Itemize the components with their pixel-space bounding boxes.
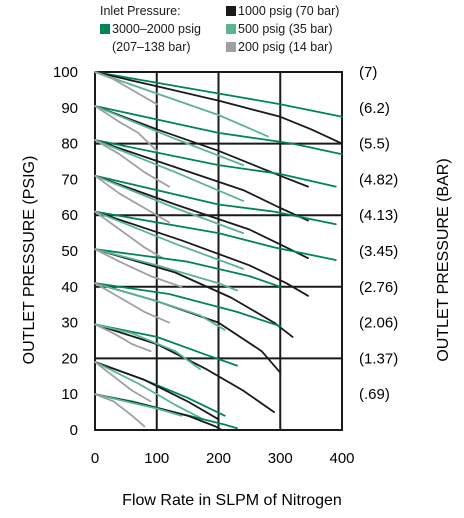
y-tick-label: 0: [70, 422, 78, 439]
x-tick-label: 0: [91, 450, 99, 467]
legend-entry-3000: 3000–2000 psig: [100, 22, 201, 37]
y-tick-label: 70: [61, 171, 78, 188]
series-line-60-16: [94, 210, 337, 261]
y-tick-label: 40: [61, 279, 78, 296]
y-tick-label: 30: [61, 315, 78, 332]
plot-frame: [94, 71, 343, 431]
series-line-30-31: [94, 323, 152, 353]
y2-tick-label: (2.06): [359, 315, 398, 332]
series-line-50-20: [94, 248, 282, 288]
series-line-100-2: [94, 71, 269, 138]
x-axis-title: Flow Rate in SLPM of Nitrogen: [122, 492, 342, 509]
y-tick-label: 80: [61, 136, 78, 153]
legend-title: Inlet Pressure:: [100, 4, 181, 18]
series-line-90-5: [94, 105, 309, 188]
y2-tick-label: (1.37): [359, 350, 398, 367]
series-line-30-28: [94, 323, 238, 367]
series-line-100-0: [94, 71, 343, 118]
series-line-40-26: [94, 282, 226, 331]
series-line-10-39: [94, 393, 146, 428]
series-line-40-27: [94, 282, 170, 324]
y2-tick-label: (2.76): [359, 279, 398, 296]
series-line-10-38: [94, 393, 183, 417]
legend-entry-1000: 1000 psig (70 bar): [226, 4, 339, 19]
x-tick-label: 300: [268, 450, 293, 467]
series-line-80-9: [94, 139, 309, 222]
series-line-50-21: [94, 248, 294, 338]
y2-tick-label: (7): [359, 64, 377, 81]
series-line-30-30: [94, 323, 201, 370]
series-line-90-4: [94, 105, 343, 156]
series-line-20-35: [94, 361, 152, 403]
y2-tick-label: (6.2): [359, 100, 390, 117]
legend-label-200: 200 psig (14 bar): [238, 40, 333, 54]
series-line-60-17: [94, 210, 309, 297]
series-line-90-7: [94, 105, 158, 152]
y2-tick-label: (3.45): [359, 243, 398, 260]
series-line-50-22: [94, 248, 238, 292]
legend-entry-500: 500 psig (35 bar): [226, 22, 333, 37]
y2-tick-label: (4.13): [359, 207, 398, 224]
series-line-90-6: [94, 105, 245, 166]
series-line-40-24: [94, 282, 282, 328]
series-line-60-19: [94, 210, 164, 260]
series-line-50-23: [94, 248, 183, 288]
y-axis-title: OUTLET PRESSURE (PSIG): [21, 156, 38, 365]
legend-swatch-500: [226, 24, 236, 34]
series-line-100-3: [94, 71, 158, 106]
series-group: [94, 71, 343, 431]
y-tick-label: 20: [61, 350, 78, 367]
legend-sublabel-3000: (207–138 bar): [112, 40, 191, 54]
series-line-30-29: [94, 323, 275, 413]
series-line-80-8: [94, 139, 337, 188]
legend-label-1000: 1000 psig (70 bar): [238, 4, 340, 18]
series-line-80-10: [94, 139, 245, 202]
legend-swatch-1000: [226, 6, 236, 16]
series-line-20-34: [94, 361, 204, 421]
series-line-20-33: [94, 361, 220, 421]
legend-entry-200: 200 psig (14 bar): [226, 40, 333, 55]
legend-label-3000: 3000–2000 psig: [112, 22, 201, 36]
series-line-70-15: [94, 174, 170, 224]
series-line-70-14: [94, 174, 245, 234]
y2-axis-title: OUTLET PRESSURE (BAR): [435, 158, 452, 361]
series-line-70-12: [94, 174, 337, 226]
y-tick-label: 60: [61, 207, 78, 224]
y-tick-label: 50: [61, 243, 78, 260]
legend-swatch-200: [226, 42, 236, 52]
tick-labels: 0 10 20 30 40 50 60 70 80 90 100 0 100 200 300 400 (7) (6…: [53, 64, 398, 467]
series-line-10-37: [94, 393, 223, 431]
y2-tick-label: (.69): [359, 386, 390, 403]
series-line-100-1: [94, 71, 343, 145]
y-tick-label: 100: [53, 64, 78, 81]
legend-label-500: 500 psig (35 bar): [238, 22, 333, 36]
x-tick-label: 100: [144, 450, 169, 467]
y-tick-label: 10: [61, 386, 78, 403]
x-tick-label: 200: [206, 450, 231, 467]
x-tick-label: 400: [329, 450, 354, 467]
series-line-60-18: [94, 210, 245, 270]
series-line-80-11: [94, 139, 170, 188]
y2-tick-label: (4.82): [359, 171, 398, 188]
legend-swatch-3000: [100, 24, 110, 34]
y2-tick-label: (5.5): [359, 136, 390, 153]
y-tick-label: 90: [61, 100, 78, 117]
